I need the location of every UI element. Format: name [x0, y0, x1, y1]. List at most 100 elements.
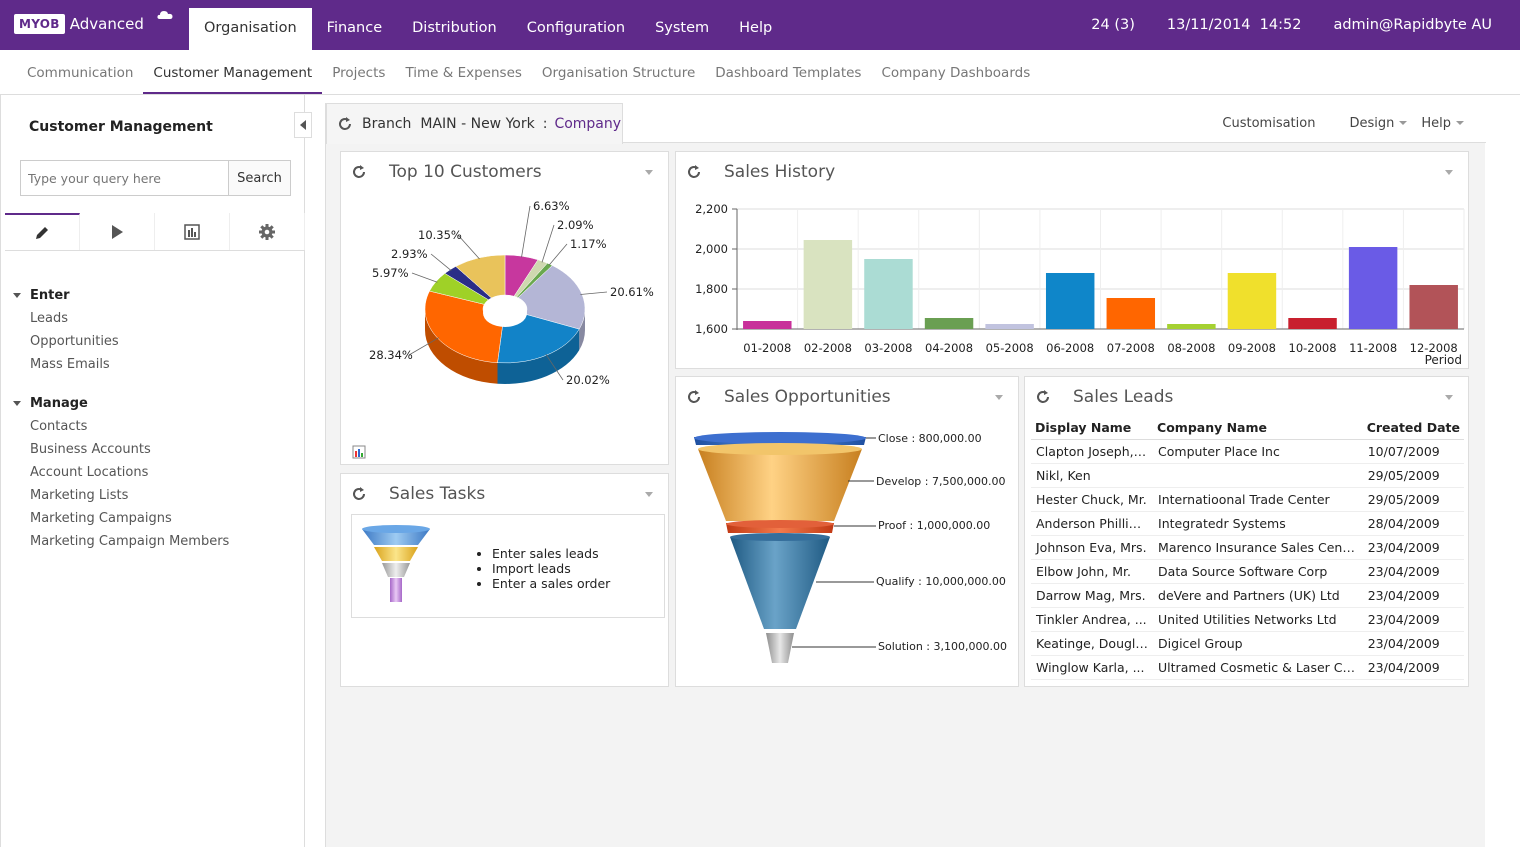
table-row[interactable]: Hester Chuck, Mr. Internatioonal Trade Ce…	[1031, 487, 1464, 512]
table-row[interactable]: Nikl, Ken 29/05/2009	[1031, 463, 1464, 488]
refresh-icon[interactable]	[351, 164, 367, 180]
sidebar-item-mass-emails[interactable]: Mass Emails	[30, 357, 110, 372]
search-button[interactable]: Search	[228, 161, 290, 195]
refresh-icon[interactable]	[351, 486, 367, 502]
tab-process[interactable]	[80, 213, 155, 250]
funnel-stage-solution[interactable]	[766, 633, 794, 663]
subnav-company-dashboards[interactable]: Company Dashboards	[881, 65, 1031, 81]
table-row[interactable]: Tinkler Andrea, ... United Utilities Netw…	[1031, 607, 1464, 632]
bar[interactable]	[1409, 285, 1458, 329]
pie-chart: 6.63% 2.09% 1.17% 20.61% 20.02% 28.34% 5.97% 2.…	[369, 199, 654, 387]
app-logo[interactable]: MYOB Advanced	[14, 11, 173, 36]
user-menu[interactable]: admin@Rapidbyte AU	[1333, 17, 1492, 33]
bar[interactable]	[1227, 273, 1277, 329]
subnav-customer-management[interactable]: Customer Management	[143, 50, 323, 94]
bar[interactable]	[864, 259, 913, 329]
branch-selector[interactable]: Branch MAIN - New York : Company	[326, 103, 623, 144]
chart-type-icon[interactable]	[352, 445, 366, 459]
table-row[interactable]: Winglow Karla, ... Ultramed Cosmetic & La…	[1031, 655, 1464, 680]
sidebar-item-contacts[interactable]: Contacts	[30, 419, 88, 434]
col-display-name[interactable]: Display Name	[1031, 417, 1154, 440]
bar[interactable]	[1167, 324, 1216, 329]
company-name-cell: deVere and Partners (UK) Ltd	[1153, 583, 1363, 608]
sidebar-item-marketing-campaigns[interactable]: Marketing Campaigns	[30, 511, 172, 526]
table-row[interactable]: Darrow Mag, Mrs. deVere and Partners (UK)…	[1031, 583, 1464, 608]
display-name-cell: Tinkler Andrea, ...	[1031, 607, 1154, 632]
sidebar-item-marketing-lists[interactable]: Marketing Lists	[30, 488, 129, 503]
created-date-cell: 23/04/2009	[1362, 583, 1464, 608]
sidebar-item-marketing-campaign-members[interactable]: Marketing Campaign Members	[30, 534, 230, 549]
nav-organisation[interactable]: Organisation	[189, 8, 312, 50]
tab-edit[interactable]	[5, 213, 80, 250]
x-tick-label: 04-2008	[925, 341, 973, 355]
task-enter-sales-order[interactable]: Enter a sales order	[492, 576, 610, 591]
bar[interactable]	[1288, 318, 1337, 329]
bar-chart-icon	[184, 223, 200, 240]
col-created-date[interactable]: Created Date	[1362, 417, 1464, 440]
task-import-leads[interactable]: Import leads	[492, 561, 610, 576]
play-icon	[112, 224, 123, 239]
refresh-icon[interactable]	[1035, 389, 1051, 405]
nav-distribution[interactable]: Distribution	[412, 20, 497, 36]
subnav-dashboard-templates[interactable]: Dashboard Templates	[715, 65, 862, 81]
funnel-label-solution: Solution : 3,100,000.00	[878, 640, 1007, 653]
widget-menu-icon[interactable]	[645, 170, 653, 175]
task-enter-leads[interactable]: Enter sales leads	[492, 546, 610, 561]
search-input[interactable]	[21, 161, 228, 195]
widget-menu-icon[interactable]	[995, 395, 1003, 400]
bar[interactable]	[1045, 273, 1095, 329]
subnav-time-expenses[interactable]: Time & Expenses	[405, 65, 522, 81]
leads-table-body: Clapton Joseph, ... Computer Place Inc 10/…	[1031, 439, 1464, 680]
sidebar-item-business-accounts[interactable]: Business Accounts	[30, 442, 151, 457]
widget-menu-icon[interactable]	[1445, 395, 1453, 400]
branch-separator: :	[542, 116, 548, 132]
customisation-link[interactable]: Customisation	[1222, 116, 1315, 131]
subnav-communication[interactable]: Communication	[27, 65, 134, 81]
widget-top-customers: Top 10 Customers 6.63% 2.09% 1.17% 20.61% 20…	[340, 151, 669, 465]
funnel-stage-qualify[interactable]	[730, 537, 830, 629]
nav-system[interactable]: System	[655, 20, 710, 36]
dashboard-area: Branch MAIN - New York : Company Customi…	[325, 103, 1486, 847]
design-menu[interactable]: Design	[1349, 116, 1408, 131]
widget-title: Sales History	[724, 162, 836, 182]
bar[interactable]	[743, 321, 792, 329]
table-row[interactable]: Anderson Phillip,... Integratedr Systems 2…	[1031, 511, 1464, 536]
refresh-icon[interactable]	[686, 389, 702, 405]
notifications-count[interactable]: 24 (3)	[1091, 17, 1135, 33]
help-menu[interactable]: Help	[1421, 116, 1464, 131]
table-row[interactable]: Clapton Joseph, ... Computer Place Inc 10/…	[1031, 439, 1464, 464]
sidebar-item-leads[interactable]: Leads	[30, 311, 69, 326]
table-row[interactable]: Elbow John, Mr. Data Source Software Corp…	[1031, 559, 1464, 584]
caret-down-icon	[13, 401, 21, 406]
funnel-stage-develop[interactable]	[698, 449, 862, 521]
bar[interactable]	[1106, 298, 1156, 329]
table-row[interactable]: Keatinge, Douglas Digicel Group 23/04/2009	[1031, 631, 1464, 656]
refresh-icon[interactable]	[686, 164, 702, 180]
table-row[interactable]: Johnson Eva, Mrs. Marenco Insurance Sales…	[1031, 535, 1464, 560]
sidebar-group-manage[interactable]: Manage	[13, 396, 88, 411]
pie-hole	[483, 299, 527, 327]
widget-menu-icon[interactable]	[645, 492, 653, 497]
subnav-projects[interactable]: Projects	[332, 65, 386, 81]
sidebar: Customer Management Search Enter Leads O…	[0, 95, 312, 847]
sidebar-collapse-button[interactable]	[294, 112, 312, 138]
bar[interactable]	[803, 240, 853, 329]
pie-slice[interactable]	[455, 254, 506, 299]
bar[interactable]	[924, 318, 974, 329]
pie-leader	[457, 234, 480, 260]
bar[interactable]	[1348, 247, 1398, 329]
pie-slice[interactable]	[517, 265, 586, 330]
widget-menu-icon[interactable]	[1445, 170, 1453, 175]
nav-help[interactable]: Help	[739, 20, 773, 36]
sidebar-item-account-locations[interactable]: Account Locations	[30, 465, 149, 480]
tab-settings[interactable]	[230, 213, 305, 250]
company-link[interactable]: Company	[554, 116, 622, 132]
bar[interactable]	[985, 324, 1034, 329]
tab-reports[interactable]	[155, 213, 230, 250]
nav-configuration[interactable]: Configuration	[526, 20, 626, 36]
sidebar-group-enter[interactable]: Enter	[13, 288, 70, 303]
col-company-name[interactable]: Company Name	[1153, 417, 1363, 440]
subnav-organisation-structure[interactable]: Organisation Structure	[541, 65, 696, 81]
nav-finance[interactable]: Finance	[326, 20, 383, 36]
sidebar-item-opportunities[interactable]: Opportunities	[30, 334, 119, 349]
